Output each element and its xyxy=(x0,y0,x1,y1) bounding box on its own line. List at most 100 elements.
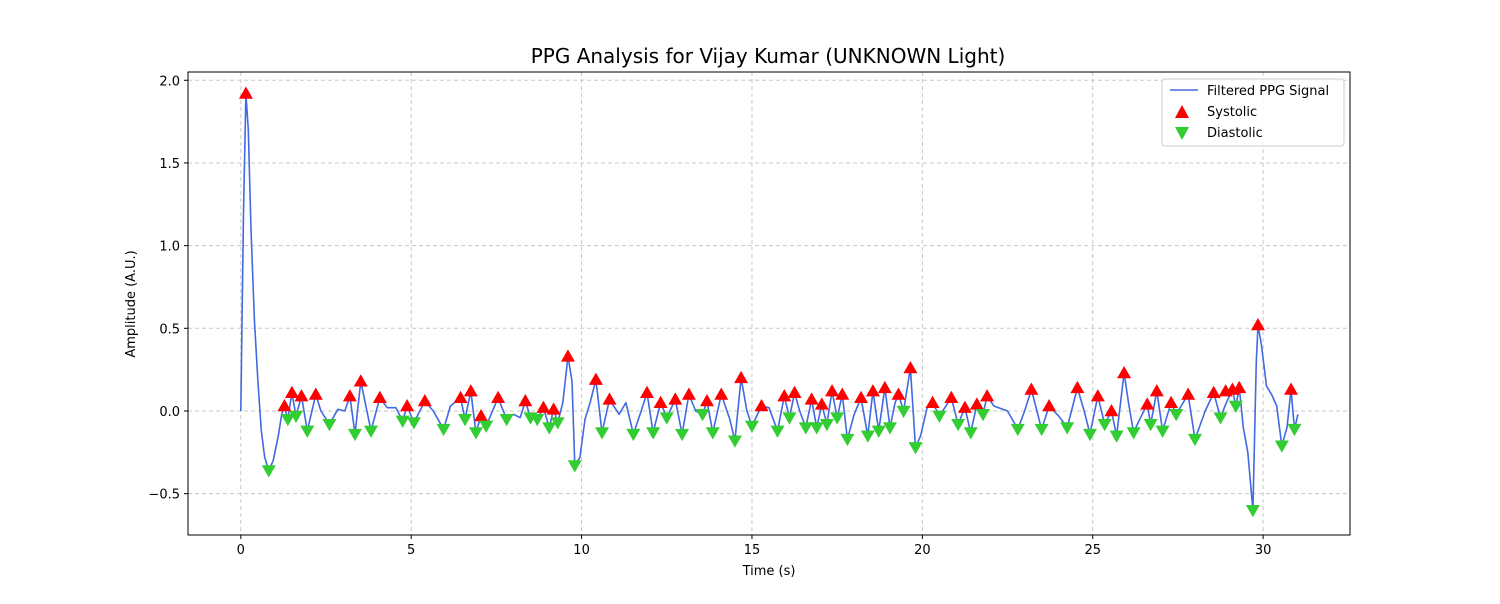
diastolic-marker xyxy=(626,428,641,442)
systolic-marker xyxy=(277,399,292,412)
systolic-marker xyxy=(284,385,299,399)
diastolic-marker xyxy=(1010,423,1025,437)
diastolic-marker xyxy=(932,410,947,423)
systolic-marker xyxy=(980,389,995,402)
diastolic-marker xyxy=(542,422,557,435)
diastolic-marker xyxy=(1109,430,1124,443)
diastolic-marker xyxy=(675,428,690,442)
systolic-marker xyxy=(787,385,802,399)
diastolic-marker xyxy=(1126,427,1141,440)
diastolic-marker xyxy=(1169,409,1184,422)
grid-lines xyxy=(188,72,1350,535)
diastolic-marker xyxy=(951,418,966,432)
diastolic-marker xyxy=(1082,428,1097,442)
diastolic-marker xyxy=(809,422,824,435)
diastolic-marker xyxy=(1060,422,1075,435)
diastolic-marker xyxy=(1155,425,1170,438)
systolic-marker xyxy=(640,385,655,399)
diastolic-marker xyxy=(705,427,720,440)
diastolic-marker xyxy=(1287,423,1302,437)
systolic-marker xyxy=(1232,380,1247,394)
systolic-marker xyxy=(877,380,892,394)
y-tick-label: 0.5 xyxy=(159,322,180,337)
diastolic-marker xyxy=(727,435,742,448)
systolic-marker xyxy=(777,389,792,402)
diastolic-marker xyxy=(1143,418,1158,432)
systolic-marker xyxy=(804,392,819,405)
systolic-marker xyxy=(1042,399,1057,412)
systolic-marker xyxy=(1070,380,1085,394)
y-tick-label: −0.5 xyxy=(148,488,180,503)
diastolic-marker xyxy=(782,412,797,425)
x-axis-ticks: 0 5 10 15 20 25 30 xyxy=(237,535,1271,558)
diastolic-marker xyxy=(436,423,451,437)
diastolic-marker xyxy=(1213,412,1228,425)
x-axis-label: Time (s) xyxy=(742,564,796,579)
diastolic-marker xyxy=(280,414,295,427)
systolic-marker xyxy=(653,395,668,408)
systolic-marker xyxy=(925,395,940,408)
systolic-marker xyxy=(1284,382,1299,395)
diastolic-marker xyxy=(300,425,315,438)
systolic-marker xyxy=(602,392,617,405)
diastolic-marker xyxy=(530,414,545,427)
systolic-marker xyxy=(957,400,972,413)
diastolic-marker xyxy=(798,422,813,435)
diastolic-marker xyxy=(744,420,759,433)
diastolic-marker xyxy=(468,427,483,440)
systolic-marker xyxy=(734,370,749,384)
diastolic-marker xyxy=(860,430,875,443)
systolic-marker xyxy=(400,399,415,412)
diastolic-marker xyxy=(322,418,337,432)
systolic-marker xyxy=(546,402,561,415)
legend-diastolic-icon xyxy=(1175,127,1189,140)
diastolic-marker xyxy=(659,412,674,425)
diastolic-marker xyxy=(963,427,978,440)
x-tick-label: 0 xyxy=(237,543,245,558)
systolic-marker xyxy=(372,390,387,404)
systolic-marker xyxy=(891,387,906,400)
systolic-marker xyxy=(453,390,468,404)
legend-signal-label: Filtered PPG Signal xyxy=(1207,84,1329,99)
diastolic-marker xyxy=(882,422,897,435)
systolic-marker xyxy=(238,86,253,99)
diastolic-marker xyxy=(567,460,582,473)
legend-systolic-label: Systolic xyxy=(1207,105,1257,120)
diastolic-marker xyxy=(261,465,276,478)
y-tick-label: 1.0 xyxy=(159,240,180,255)
diastolic-marker xyxy=(646,427,661,440)
diastolic-marker xyxy=(395,415,410,428)
systolic-marker xyxy=(491,390,506,404)
systolic-marker xyxy=(294,389,309,402)
diastolic-marker xyxy=(1187,433,1202,447)
diastolic-marker xyxy=(499,414,514,427)
plot-frame xyxy=(187,71,1351,536)
systolic-marker xyxy=(308,387,323,400)
diastolic-markers xyxy=(261,400,1302,518)
systolic-marker xyxy=(353,374,368,387)
diastolic-marker xyxy=(458,414,473,427)
systolic-markers xyxy=(238,86,1299,422)
x-tick-label: 15 xyxy=(744,543,761,558)
diastolic-marker xyxy=(1097,418,1112,432)
systolic-marker xyxy=(969,397,984,410)
diastolic-marker xyxy=(830,412,845,425)
diastolic-marker xyxy=(908,442,923,455)
systolic-marker xyxy=(944,390,959,404)
systolic-marker xyxy=(865,384,880,397)
systolic-marker xyxy=(1090,389,1105,402)
diastolic-marker xyxy=(363,425,378,438)
diastolic-marker xyxy=(840,433,855,447)
legend-box xyxy=(1161,78,1345,147)
legend-systolic-icon xyxy=(1175,105,1189,118)
legend-diastolic-label: Diastolic xyxy=(1207,126,1263,141)
diastolic-marker xyxy=(347,428,362,442)
systolic-marker xyxy=(1140,397,1155,410)
diastolic-marker xyxy=(479,420,494,433)
diastolic-marker xyxy=(871,425,886,438)
diastolic-marker xyxy=(975,409,990,422)
systolic-marker xyxy=(536,400,551,413)
diastolic-marker xyxy=(289,410,304,423)
systolic-marker xyxy=(1250,317,1265,331)
